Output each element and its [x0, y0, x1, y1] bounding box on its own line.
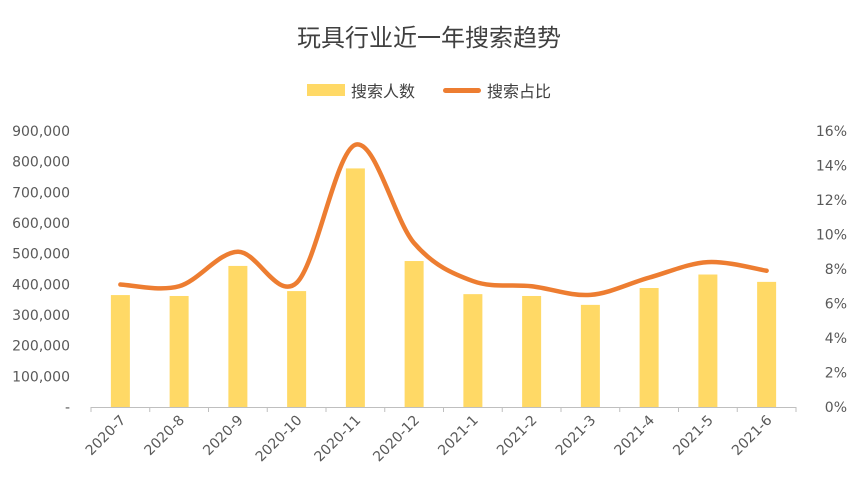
left-axis-tick-label: 500,000 [12, 247, 70, 263]
right-axis-tick-label: 6% [825, 297, 847, 313]
bar [757, 281, 777, 407]
legend-item-line: 搜索占比 [443, 78, 551, 102]
bar [522, 295, 542, 407]
right-axis-tick-label: 10% [816, 228, 847, 244]
bar [463, 294, 483, 407]
x-axis-tick-label: 2020-12 [370, 413, 423, 466]
right-axis-tick-label: 16% [816, 124, 847, 140]
x-axis-tick-label: 2020-8 [142, 413, 188, 459]
left-axis-tick-label: - [65, 400, 70, 416]
x-axis-tick-label: 2021-5 [670, 413, 716, 459]
bar [345, 168, 365, 407]
x-axis-tick-label: 2021-2 [494, 413, 540, 459]
bar [404, 261, 424, 407]
bar [287, 291, 307, 407]
right-axis-tick-label: 12% [816, 193, 847, 209]
legend-line-label: 搜索占比 [487, 82, 552, 101]
left-axis-tick-label: 300,000 [12, 308, 70, 324]
legend: 搜索人数 搜索占比 [0, 78, 858, 102]
legend-item-bar: 搜索人数 [306, 78, 415, 102]
x-axis-tick-label: 2021-1 [435, 413, 481, 459]
series-line [118, 142, 769, 298]
left-axis-tick-label: 900,000 [12, 124, 70, 140]
left-axis-tick-label: 600,000 [12, 216, 70, 232]
x-axis-tick-label: 2020-9 [200, 413, 246, 459]
bar [169, 295, 189, 407]
left-axis-tick-label: 100,000 [12, 369, 70, 385]
bar [698, 274, 718, 407]
right-axis-tick-label: 2% [825, 366, 847, 382]
left-axis-tick-label: 800,000 [12, 155, 70, 171]
left-axis-tick-label: 400,000 [12, 277, 70, 293]
bar [639, 288, 659, 407]
bar [228, 265, 248, 407]
right-axis-tick-label: 4% [825, 331, 847, 347]
bar [110, 295, 130, 407]
left-axis-tick-label: 200,000 [12, 339, 70, 355]
x-axis-tick-label: 2021-6 [729, 412, 775, 458]
x-axis-tick-label: 2020-10 [253, 413, 306, 466]
legend-line-swatch [443, 87, 481, 93]
left-axis-tick-label: 700,000 [12, 185, 70, 201]
x-axis-tick-label: 2021-3 [553, 413, 599, 459]
right-axis-tick-label: 0% [825, 400, 847, 416]
right-axis-tick-label: 8% [825, 262, 847, 278]
x-axis-tick-label: 2021-4 [612, 412, 658, 458]
legend-bar-label: 搜索人数 [350, 82, 415, 101]
chart-title: 玩具行业近一年搜索趋势 [297, 24, 561, 52]
bar [580, 304, 600, 407]
x-axis-tick-label: 2020-11 [312, 413, 365, 466]
legend-bar-swatch [306, 84, 345, 96]
right-axis-tick-label: 14% [816, 159, 847, 175]
x-axis-tick-label: 2020-7 [83, 413, 129, 459]
